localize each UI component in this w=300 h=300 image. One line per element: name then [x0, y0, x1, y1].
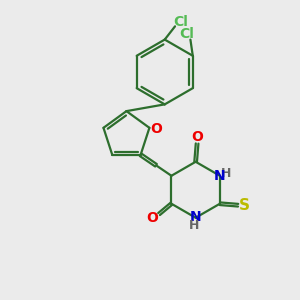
Text: O: O: [147, 211, 158, 225]
Text: N: N: [190, 210, 201, 224]
Text: O: O: [191, 130, 203, 144]
Text: Cl: Cl: [179, 27, 194, 41]
Text: O: O: [150, 122, 162, 136]
Text: Cl: Cl: [173, 15, 188, 29]
Text: H: H: [221, 167, 232, 180]
Text: N: N: [214, 169, 225, 183]
Text: H: H: [189, 220, 200, 232]
Text: S: S: [239, 198, 250, 213]
